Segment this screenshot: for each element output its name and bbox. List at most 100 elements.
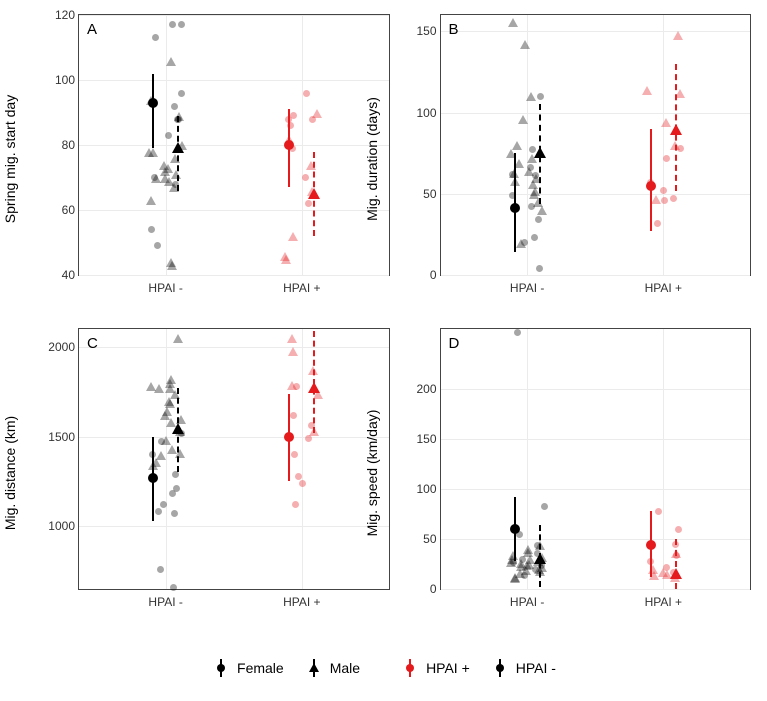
- summary-point-female: [510, 203, 520, 213]
- x-tick-label: HPAI +: [283, 595, 320, 609]
- legend-item-male: Male: [304, 658, 360, 678]
- panel-letter: A: [87, 21, 97, 38]
- raw-point-male: [518, 115, 528, 124]
- summary-point-male: [172, 142, 184, 153]
- raw-point-female: [160, 501, 167, 508]
- x-tick-label: HPAI -: [510, 281, 544, 295]
- raw-point-male: [148, 148, 158, 157]
- raw-point-male: [675, 89, 685, 98]
- raw-point-female: [675, 526, 682, 533]
- raw-point-female: [152, 34, 159, 41]
- raw-point-female: [536, 265, 543, 272]
- y-tick-label: 80: [62, 138, 75, 152]
- raw-point-female: [171, 510, 178, 517]
- legend-label: Male: [330, 660, 360, 676]
- panel-D: Mig. speed (km/day)050100150200HPAI -HPA…: [404, 320, 758, 626]
- y-axis-label: Mig. duration (days): [364, 97, 380, 221]
- raw-point-male: [287, 381, 297, 390]
- x-tick-label: HPAI +: [645, 281, 682, 295]
- error-bar: [152, 74, 154, 149]
- y-tick-label: 60: [62, 203, 75, 217]
- raw-point-female: [169, 21, 176, 28]
- panel-A: Spring mig. start day406080100120HPAI -H…: [42, 6, 396, 312]
- raw-point-female: [171, 103, 178, 110]
- legend-item-female: Female: [211, 658, 284, 678]
- y-tick-label: 50: [423, 532, 436, 546]
- raw-point-female: [303, 90, 310, 97]
- raw-point-female: [295, 473, 302, 480]
- y-axis-label: Spring mig. start day: [2, 95, 18, 223]
- y-tick-label: 1000: [48, 519, 75, 533]
- raw-point-male: [287, 334, 297, 343]
- summary-point-female: [510, 524, 520, 534]
- raw-point-male: [642, 86, 652, 95]
- raw-point-male: [281, 255, 291, 264]
- panel-grid: Spring mig. start day406080100120HPAI -H…: [42, 6, 757, 626]
- y-tick-label: 0: [430, 268, 437, 282]
- raw-point-female: [663, 155, 670, 162]
- legend-row: Female Male HPAI +: [0, 643, 767, 693]
- raw-point-male: [161, 436, 171, 445]
- summary-point-female: [284, 432, 294, 442]
- raw-point-male: [514, 159, 524, 168]
- raw-point-male: [288, 232, 298, 241]
- raw-point-female: [155, 508, 162, 515]
- y-tick-label: 100: [416, 482, 436, 496]
- panel-letter: C: [87, 335, 98, 352]
- summary-point-male: [670, 568, 682, 579]
- y-tick-label: 150: [416, 432, 436, 446]
- legend-item-hpai-neg: HPAI -: [490, 658, 556, 678]
- raw-point-female: [661, 197, 668, 204]
- legend-sex: Female Male: [211, 658, 360, 678]
- y-tick-label: 200: [416, 382, 436, 396]
- summary-point-male: [308, 188, 320, 199]
- raw-point-female: [154, 242, 161, 249]
- raw-point-male: [173, 334, 183, 343]
- raw-point-female: [305, 200, 312, 207]
- raw-point-male: [146, 196, 156, 205]
- y-tick-label: 40: [62, 268, 75, 282]
- raw-point-female: [292, 501, 299, 508]
- raw-point-male: [673, 31, 683, 40]
- raw-point-female: [537, 93, 544, 100]
- raw-point-male: [520, 40, 530, 49]
- raw-point-female: [654, 220, 661, 227]
- error-bar: [650, 129, 652, 231]
- raw-point-female: [535, 216, 542, 223]
- legend-label: HPAI +: [426, 660, 470, 676]
- summary-point-female: [646, 540, 656, 550]
- legend-status: HPAI + HPAI -: [400, 658, 556, 678]
- raw-point-female: [157, 566, 164, 573]
- panel-letter: D: [449, 335, 460, 352]
- raw-point-male: [651, 195, 661, 204]
- raw-point-female: [178, 21, 185, 28]
- raw-point-female: [165, 132, 172, 139]
- legend-label: Female: [237, 660, 284, 676]
- y-tick-label: 100: [55, 73, 75, 87]
- y-tick-label: 0: [430, 582, 437, 596]
- y-axis-label: Mig. speed (km/day): [364, 410, 380, 537]
- y-tick-label: 150: [416, 24, 436, 38]
- raw-point-female: [655, 508, 662, 515]
- x-tick-label: HPAI -: [148, 281, 182, 295]
- panel-letter: B: [449, 21, 459, 38]
- raw-point-female: [178, 90, 185, 97]
- raw-point-female: [541, 503, 548, 510]
- raw-point-male: [312, 109, 322, 118]
- circle-icon: [211, 658, 231, 678]
- error-bar: [675, 539, 677, 589]
- raw-point-male: [167, 261, 177, 270]
- raw-point-male: [154, 384, 164, 393]
- triangle-icon: [304, 658, 324, 678]
- raw-point-male: [165, 399, 175, 408]
- plot-area: 050100150200HPAI -HPAI +D: [440, 328, 752, 590]
- raw-point-female: [670, 195, 677, 202]
- raw-point-female: [291, 451, 298, 458]
- raw-point-female: [302, 174, 309, 181]
- raw-point-male: [516, 239, 526, 248]
- raw-point-female: [148, 226, 155, 233]
- raw-point-male: [288, 347, 298, 356]
- raw-point-female: [169, 490, 176, 497]
- legend-label: HPAI -: [516, 660, 556, 676]
- figure: Spring mig. start day406080100120HPAI -H…: [0, 0, 767, 701]
